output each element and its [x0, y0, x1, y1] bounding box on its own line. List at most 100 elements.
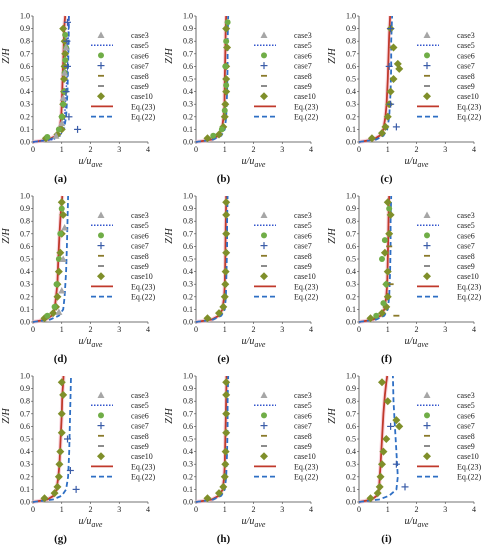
legend-label: case3: [457, 31, 475, 40]
chart-panel-f: 0.0 0.1 0.2 0.3 0.4 0.5 0.6 0.7 0.8 0.9 1.0 0 1 2 3 4 Z/…: [327, 192, 482, 366]
legend-label: case6: [457, 51, 475, 60]
legend-label: case9: [457, 262, 475, 271]
x-tick-label: 0: [357, 325, 361, 334]
legend-label: case10: [294, 272, 316, 281]
x-tick-label: 2: [89, 505, 93, 514]
legend-label: case7: [131, 62, 149, 71]
series-case10-point: [220, 472, 229, 481]
legend-label: case7: [457, 242, 475, 251]
legend-label: case9: [294, 82, 312, 91]
legend-swatch-case3: [423, 211, 431, 218]
x-tick-label: 3: [280, 145, 284, 154]
legend-label: case3: [457, 391, 475, 400]
series-case10-point: [366, 494, 375, 503]
series-case10-point: [389, 75, 398, 83]
y-tick-label: 0.7: [20, 409, 30, 418]
panel-label: (a): [54, 173, 67, 185]
y-tick-label: 0.3: [346, 460, 356, 469]
y-tick-label: 0.2: [20, 112, 30, 121]
legend-swatch-case7: [260, 242, 268, 250]
legend-label: Eq.(23): [131, 462, 156, 471]
y-tick-label: 0.8: [346, 217, 356, 226]
legend-swatch-case7: [97, 422, 105, 430]
x-tick-label: 2: [415, 145, 419, 154]
series-case10-point: [222, 390, 231, 399]
series-case6-point: [60, 101, 67, 108]
legend-label: case8: [131, 432, 149, 441]
x-tick-label: 1: [386, 145, 390, 154]
legend-label: case7: [457, 62, 475, 71]
y-tick-label: 0.2: [183, 112, 193, 121]
series-case3-point: [59, 94, 67, 101]
y-tick-label: 0.6: [20, 62, 30, 71]
y-tick-label: 0.8: [20, 397, 30, 406]
x-tick-label: 1: [60, 145, 64, 154]
y-tick-label: 0.2: [183, 472, 193, 481]
legend-swatch-case7: [97, 62, 105, 70]
y-tick-label: 1.0: [183, 192, 193, 201]
legend-label: case8: [294, 432, 312, 441]
x-axis-label-subscript: ave: [254, 520, 266, 529]
legend-swatch-case6: [98, 232, 104, 239]
panel-label: (g): [54, 533, 67, 545]
series-case10-point: [57, 378, 66, 387]
legend-label: Eq.(23): [294, 462, 319, 471]
x-axis-label: u/uave: [405, 156, 429, 169]
legend-swatch-case7: [260, 422, 268, 430]
y-tick-label: 0.1: [346, 125, 356, 134]
legend-label: case8: [457, 432, 475, 441]
legend-label: case3: [131, 391, 149, 400]
x-tick-label: 1: [60, 325, 64, 334]
legend-label: Eq.(22): [294, 473, 319, 482]
legend-label: case3: [294, 211, 312, 220]
y-axis-label: Z/H: [1, 47, 12, 63]
series-eq-22--line: [195, 195, 229, 323]
series-case6-point: [58, 205, 65, 212]
legend-label: case8: [457, 252, 475, 261]
legend-label: case9: [457, 442, 475, 451]
chart-panel-d: 0.0 0.1 0.2 0.3 0.4 0.5 0.6 0.7 0.8 0.9 1.0 0 1 2 3 4 Z/…: [1, 192, 156, 366]
y-tick-label: 0.8: [20, 217, 30, 226]
panel-label: (d): [54, 353, 68, 365]
x-tick-label: 4: [472, 145, 476, 154]
series-case3-point: [58, 119, 66, 127]
legend-swatch-case7: [260, 62, 268, 70]
legend-swatch-case3: [423, 391, 431, 398]
legend-label: case9: [131, 82, 149, 91]
legend-label: case6: [294, 411, 312, 420]
series-case10-point: [219, 482, 228, 491]
y-tick-label: 0.0: [20, 138, 30, 147]
series-case6-point: [55, 256, 62, 262]
series-case6-point: [62, 31, 69, 38]
y-tick-label: 0.3: [20, 460, 30, 469]
series-case6-point: [53, 281, 60, 288]
y-tick-label: 0.7: [183, 49, 193, 58]
series-case10-point: [222, 210, 231, 219]
legend-label: Eq.(22): [457, 113, 482, 122]
x-tick-label: 1: [223, 505, 227, 514]
y-tick-label: 0.0: [346, 318, 356, 327]
x-tick-label: 0: [31, 325, 35, 334]
series-case10-point: [221, 100, 230, 109]
y-tick-label: 0.7: [183, 409, 193, 418]
series-case10-point: [386, 210, 395, 219]
legend-label: case7: [294, 62, 312, 71]
y-tick-label: 0.0: [183, 138, 193, 147]
legend-label: case6: [457, 231, 475, 240]
y-tick-label: 0.6: [183, 242, 193, 251]
legend-label: case6: [294, 231, 312, 240]
series-case7-point: [64, 62, 71, 70]
x-tick-label: 3: [117, 145, 121, 154]
y-tick-label: 0.0: [20, 318, 30, 327]
legend-label: case7: [131, 242, 149, 251]
x-tick-label: 0: [31, 145, 35, 154]
y-tick-label: 0.7: [183, 229, 193, 238]
series-case7-point: [392, 123, 400, 131]
series-eq-22--line: [195, 375, 230, 503]
series-case10-point: [215, 489, 223, 498]
legend-label: case7: [131, 422, 149, 431]
x-tick-label: 2: [89, 325, 93, 334]
legend-swatch-case6: [98, 52, 104, 59]
series-case7-point: [74, 125, 82, 133]
series-case6-point: [218, 126, 225, 133]
